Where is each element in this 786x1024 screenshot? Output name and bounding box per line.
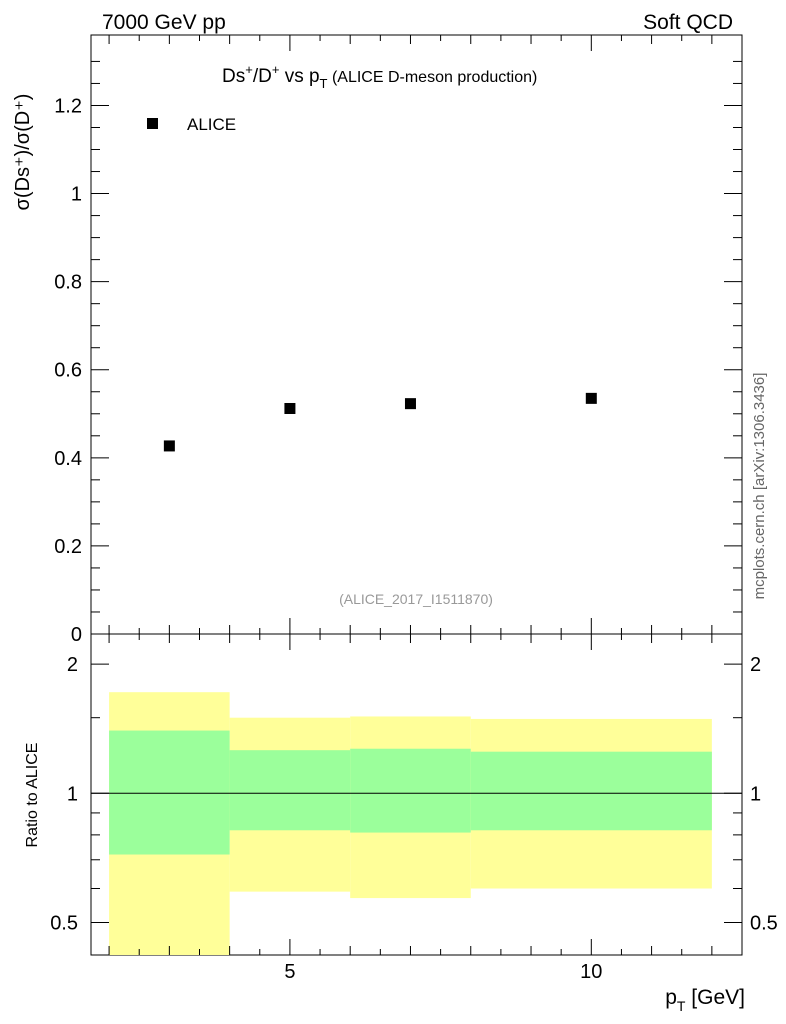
axis-tick-labels: 5 10 0 0.2 0.4 0.6 0.8 1 1.2 0.5 0.5 1 1 2 2: [50, 95, 778, 983]
chart-title: Ds+/D+ vs pT (ALICE D-meson production): [222, 62, 537, 91]
title-sup2: +: [272, 62, 280, 77]
title-mid: /D: [253, 66, 272, 87]
legend-marker: [147, 118, 158, 129]
title-main: Ds: [222, 66, 245, 87]
axis-ticks: [91, 35, 742, 955]
ratio-y-tick-label-right: 1: [750, 783, 761, 805]
ratio-y-tick-label-left: 1: [67, 783, 78, 805]
energy-label: 7000 GeV pp: [102, 11, 226, 34]
ratio-y-tick-label-left: 2: [67, 654, 78, 676]
legend-label: ALICE: [187, 115, 236, 134]
inner-uncertainty-bands: [109, 730, 712, 855]
ratio-panel-frame: [90, 633, 743, 956]
inner-band-bin-3: [470, 751, 712, 831]
x-tick-label: 10: [580, 961, 602, 983]
y-tick-label: 1.2: [54, 95, 82, 117]
data-point-3: [585, 392, 597, 404]
x-tick-label: 5: [284, 961, 295, 983]
y-tick-label: 0.6: [54, 360, 82, 382]
source-side-label: mcplots.cern.ch [arXiv:1306.3436]: [751, 373, 768, 600]
title-sup1: +: [245, 62, 253, 77]
title-vs: vs p: [279, 66, 319, 87]
y-tick-label: 0.4: [54, 448, 82, 470]
title-paren: (ALICE D-meson production): [328, 69, 538, 86]
inner-band-bin-0: [109, 730, 230, 855]
ratio-y-tick-label-right: 0.5: [750, 912, 778, 934]
analysis-tag: (ALICE_2017_I1511870): [339, 591, 493, 607]
title-sub: T: [320, 76, 328, 91]
ratio-y-axis-label: Ratio to ALICE: [24, 743, 41, 848]
data-points: [163, 392, 597, 452]
data-point-1: [284, 402, 296, 414]
data-point-2: [404, 398, 416, 410]
ratio-y-tick-label-left: 0.5: [50, 912, 78, 934]
x-axis-label: pT [GeV]: [665, 986, 745, 1014]
data-point-0: [163, 440, 175, 452]
y-tick-label: 0.2: [54, 536, 82, 558]
y-tick-label: 0.8: [54, 272, 82, 294]
ratio-y-tick-label-right: 2: [750, 654, 761, 676]
process-label: Soft QCD: [643, 11, 733, 34]
inner-band-bin-2: [350, 748, 471, 833]
inner-band-bin-1: [229, 750, 351, 831]
main-y-axis-label: σ(Ds⁺)/σ(D⁺): [12, 94, 34, 211]
y-tick-label: 0: [71, 624, 82, 646]
y-tick-label: 1: [71, 184, 82, 206]
